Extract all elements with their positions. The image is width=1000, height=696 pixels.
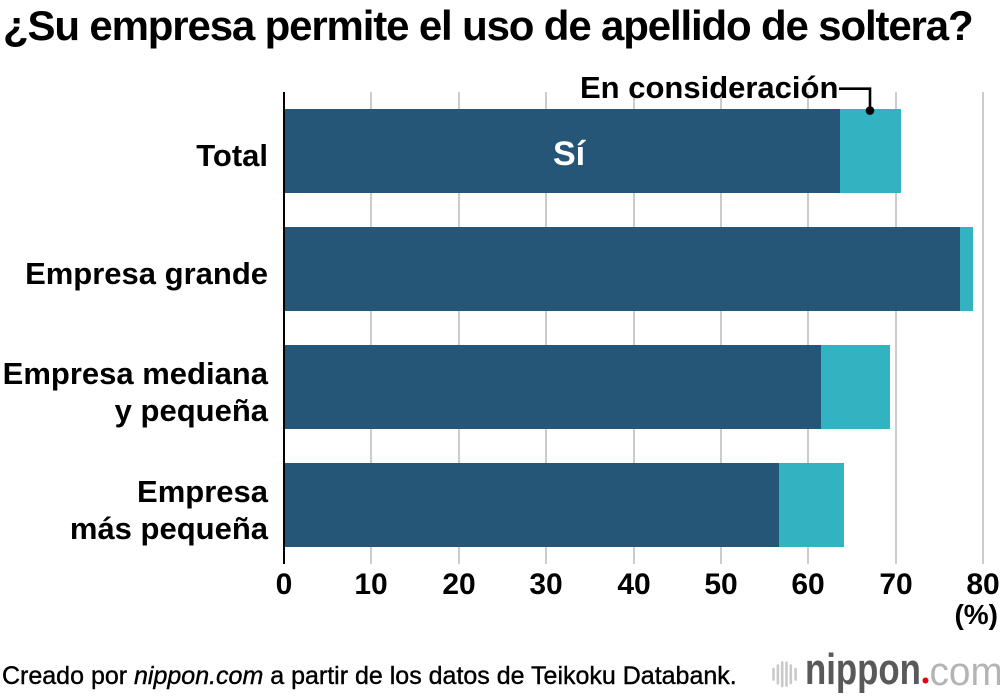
- svg-text:com: com: [930, 649, 1000, 694]
- svg-text:nippon: nippon: [805, 645, 921, 694]
